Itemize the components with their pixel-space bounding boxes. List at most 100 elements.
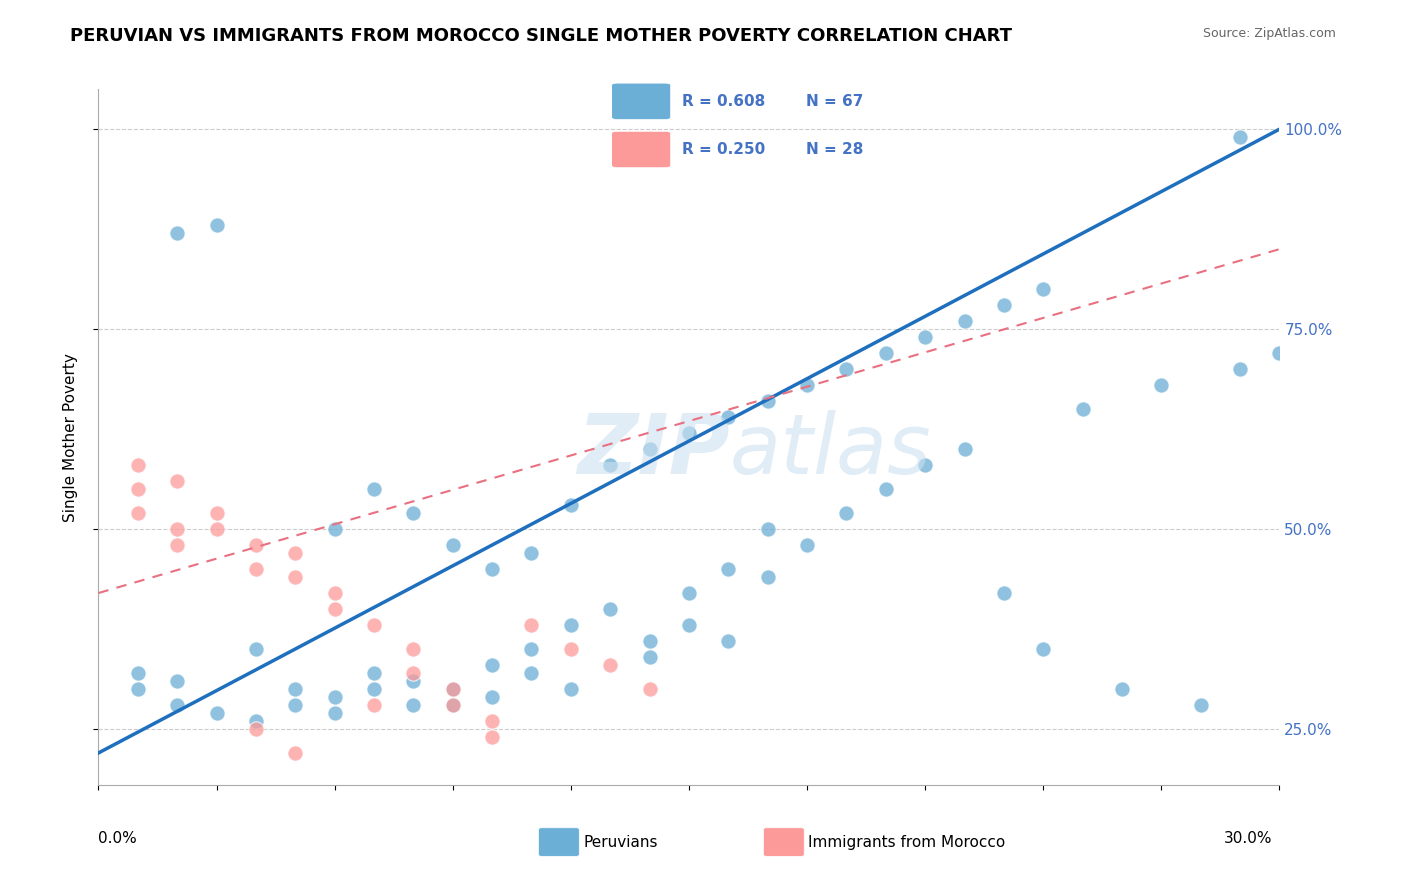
Point: [953, 314, 976, 328]
Point: [796, 378, 818, 392]
Text: N = 28: N = 28: [807, 142, 863, 157]
Point: [560, 681, 582, 696]
Point: [1071, 402, 1094, 417]
Point: [481, 562, 503, 576]
Point: [481, 658, 503, 673]
Point: [245, 562, 267, 576]
Text: 30.0%: 30.0%: [1225, 831, 1272, 846]
Point: [402, 698, 425, 712]
Point: [402, 665, 425, 680]
Point: [560, 618, 582, 632]
Point: [520, 546, 543, 560]
Y-axis label: Single Mother Poverty: Single Mother Poverty: [63, 352, 77, 522]
Point: [481, 714, 503, 728]
Point: [205, 506, 228, 520]
Point: [638, 681, 661, 696]
Point: [993, 298, 1015, 312]
Point: [717, 562, 740, 576]
Point: [363, 618, 385, 632]
Point: [166, 226, 188, 240]
Point: [717, 410, 740, 425]
Text: ZIP: ZIP: [578, 410, 730, 491]
Point: [284, 746, 307, 760]
Point: [441, 698, 464, 712]
Point: [323, 522, 346, 536]
Point: [245, 642, 267, 657]
Point: [756, 394, 779, 409]
Point: [756, 522, 779, 536]
Point: [717, 634, 740, 648]
Point: [993, 586, 1015, 600]
Point: [402, 506, 425, 520]
Point: [914, 458, 936, 472]
Point: [245, 714, 267, 728]
Point: [1150, 378, 1173, 392]
Point: [441, 538, 464, 552]
Point: [638, 634, 661, 648]
Point: [599, 602, 621, 616]
Point: [1189, 698, 1212, 712]
Point: [481, 690, 503, 704]
Point: [245, 722, 267, 736]
Point: [127, 482, 149, 496]
Point: [205, 706, 228, 720]
Point: [166, 522, 188, 536]
Point: [441, 681, 464, 696]
Text: Peruvians: Peruvians: [583, 836, 658, 850]
Text: PERUVIAN VS IMMIGRANTS FROM MOROCCO SINGLE MOTHER POVERTY CORRELATION CHART: PERUVIAN VS IMMIGRANTS FROM MOROCCO SING…: [70, 27, 1012, 45]
Text: Source: ZipAtlas.com: Source: ZipAtlas.com: [1202, 27, 1336, 40]
Point: [835, 506, 858, 520]
Point: [166, 474, 188, 488]
Point: [599, 458, 621, 472]
Point: [205, 522, 228, 536]
Point: [127, 506, 149, 520]
Point: [363, 681, 385, 696]
Point: [166, 673, 188, 688]
Text: atlas: atlas: [730, 410, 932, 491]
Point: [323, 586, 346, 600]
Point: [166, 698, 188, 712]
Text: N = 67: N = 67: [807, 94, 863, 109]
FancyBboxPatch shape: [612, 131, 671, 168]
Point: [599, 658, 621, 673]
Point: [1229, 362, 1251, 376]
Point: [363, 482, 385, 496]
Point: [127, 458, 149, 472]
Point: [953, 442, 976, 456]
Point: [678, 586, 700, 600]
FancyBboxPatch shape: [612, 83, 671, 120]
Point: [520, 642, 543, 657]
Point: [402, 673, 425, 688]
Point: [638, 442, 661, 456]
Text: Immigrants from Morocco: Immigrants from Morocco: [808, 836, 1005, 850]
Point: [1111, 681, 1133, 696]
Point: [678, 426, 700, 441]
Point: [323, 602, 346, 616]
Point: [205, 218, 228, 232]
Point: [560, 498, 582, 512]
Point: [481, 730, 503, 744]
Point: [323, 706, 346, 720]
Point: [1229, 130, 1251, 145]
Point: [835, 362, 858, 376]
Point: [245, 538, 267, 552]
Point: [402, 642, 425, 657]
Point: [127, 665, 149, 680]
Point: [441, 681, 464, 696]
Point: [756, 570, 779, 584]
Point: [638, 650, 661, 665]
Point: [284, 698, 307, 712]
Point: [441, 698, 464, 712]
Point: [796, 538, 818, 552]
Point: [166, 538, 188, 552]
Point: [520, 665, 543, 680]
Point: [914, 330, 936, 344]
Point: [678, 618, 700, 632]
Point: [284, 546, 307, 560]
Point: [520, 618, 543, 632]
Text: R = 0.250: R = 0.250: [682, 142, 766, 157]
Point: [284, 570, 307, 584]
Point: [127, 681, 149, 696]
Point: [875, 346, 897, 360]
Point: [363, 698, 385, 712]
